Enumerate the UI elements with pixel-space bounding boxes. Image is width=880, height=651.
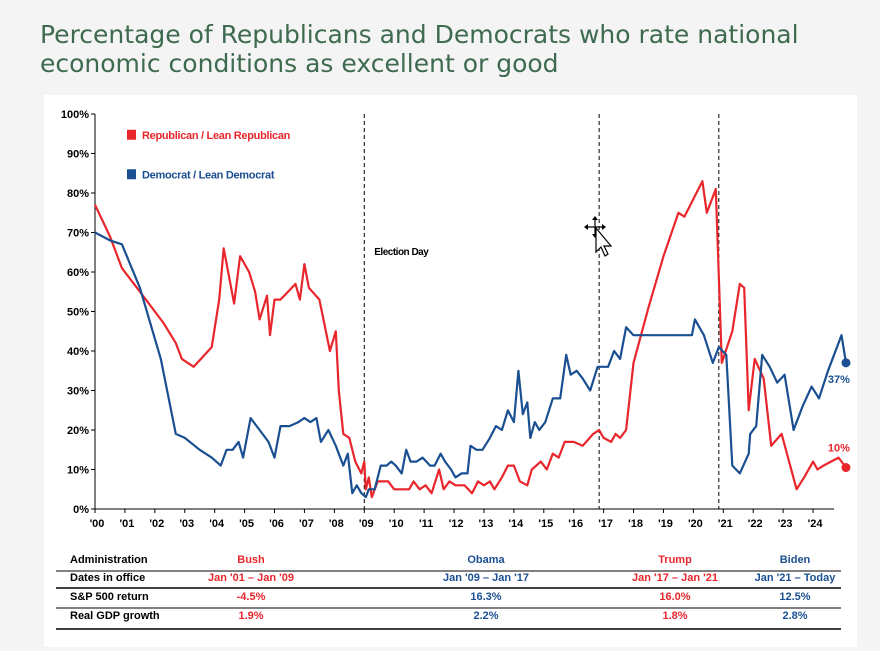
title-line-2: economic conditions as excellent or good [40, 49, 559, 78]
table-row-label: Dates in office [70, 572, 145, 584]
legend-swatch [127, 129, 136, 140]
chart-panel: 0% 10% 20% 30% 40% 50% 60% 70% 80% 90% 100% '00 '01 '… [44, 95, 857, 647]
x-tick-label: '11 [419, 518, 433, 530]
series-line-republican [94, 180, 847, 499]
table-cell: Bush [237, 554, 265, 566]
x-tick-label: '20 [688, 518, 703, 530]
x-tick-label: '00 [90, 518, 105, 530]
x-tick-label: '15 [538, 518, 553, 530]
x-tick-label: '24 [808, 518, 824, 530]
x-tick-label: '10 [389, 518, 404, 530]
table-cell: 1.9% [238, 610, 263, 622]
table-cell: Obama [467, 554, 505, 566]
table-cell: 16.0% [659, 591, 690, 603]
table-cell: 16.3% [470, 591, 501, 603]
y-tick-label: 20% [67, 425, 89, 437]
table-row-label: S&P 500 return [70, 591, 149, 603]
x-tick-label: '21 [718, 518, 733, 530]
x-tick-label: '18 [628, 518, 643, 530]
table-cell: Trump [658, 554, 692, 566]
end-value-label: 37% [828, 374, 850, 386]
x-tick-label: '03 [179, 518, 194, 530]
annotation-label: Election Day [374, 247, 429, 258]
y-tick-label: 80% [67, 188, 89, 200]
x-tick-label: '17 [598, 518, 613, 530]
x-tick-label: '09 [359, 518, 374, 530]
table-cell: 1.8% [662, 610, 687, 622]
x-tick-label: '07 [299, 518, 314, 530]
y-tick-label: 100% [61, 109, 89, 121]
x-tick-label: '04 [209, 518, 225, 530]
legend-label: Democrat / Lean Democrat [142, 169, 275, 181]
x-tick-label: '13 [479, 518, 494, 530]
y-tick-label: 70% [67, 228, 89, 240]
page-title: Percentage of Republicans and Democrats … [40, 20, 860, 78]
x-tick-label: '14 [508, 518, 524, 530]
table-cell: 2.8% [782, 610, 807, 622]
y-tick-label: 60% [67, 267, 89, 279]
table-cell: 2.2% [473, 610, 498, 622]
y-tick-label: 30% [67, 386, 89, 398]
line-chart: 0% 10% 20% 30% 40% 50% 60% 70% 80% 90% 100% '00 '01 '… [56, 109, 851, 630]
table-cell: Jan '01 – Jan '09 [208, 572, 294, 584]
table-cell: Jan '21 – Today [755, 572, 837, 584]
series-line-democrat [94, 231, 848, 499]
x-tick-label: '12 [449, 518, 464, 530]
y-tick-label: 90% [67, 149, 89, 161]
y-tick-label: 50% [67, 307, 89, 319]
y-tick-label: 0% [73, 504, 89, 516]
table-row-label: Real GDP growth [70, 610, 160, 622]
y-tick-label: 10% [67, 465, 89, 477]
legend-swatch [127, 169, 136, 180]
table-cell: -4.5% [237, 591, 266, 603]
x-tick-label: '05 [239, 518, 254, 530]
table-row-label: Administration [70, 554, 148, 566]
x-tick-label: '23 [778, 518, 793, 530]
legend-label: Republican / Lean Republican [142, 130, 291, 142]
end-point-marker [841, 463, 851, 473]
x-tick-label: '22 [748, 518, 763, 530]
table-cell: Biden [780, 554, 811, 566]
x-tick-label: '01 [119, 518, 134, 530]
table-cell: Jan '09 – Jan '17 [443, 572, 529, 584]
x-tick-label: '08 [329, 518, 344, 530]
x-tick-label: '19 [658, 518, 673, 530]
end-value-label: 10% [828, 443, 850, 455]
x-tick-label: '02 [149, 518, 164, 530]
table-cell: Jan '17 – Jan '21 [632, 572, 718, 584]
y-tick-label: 40% [67, 346, 89, 358]
table-cell: 12.5% [779, 591, 810, 603]
x-tick-label: '06 [269, 518, 284, 530]
end-point-marker [841, 358, 851, 368]
title-line-1: Percentage of Republicans and Democrats … [40, 20, 799, 49]
x-tick-label: '16 [568, 518, 583, 530]
